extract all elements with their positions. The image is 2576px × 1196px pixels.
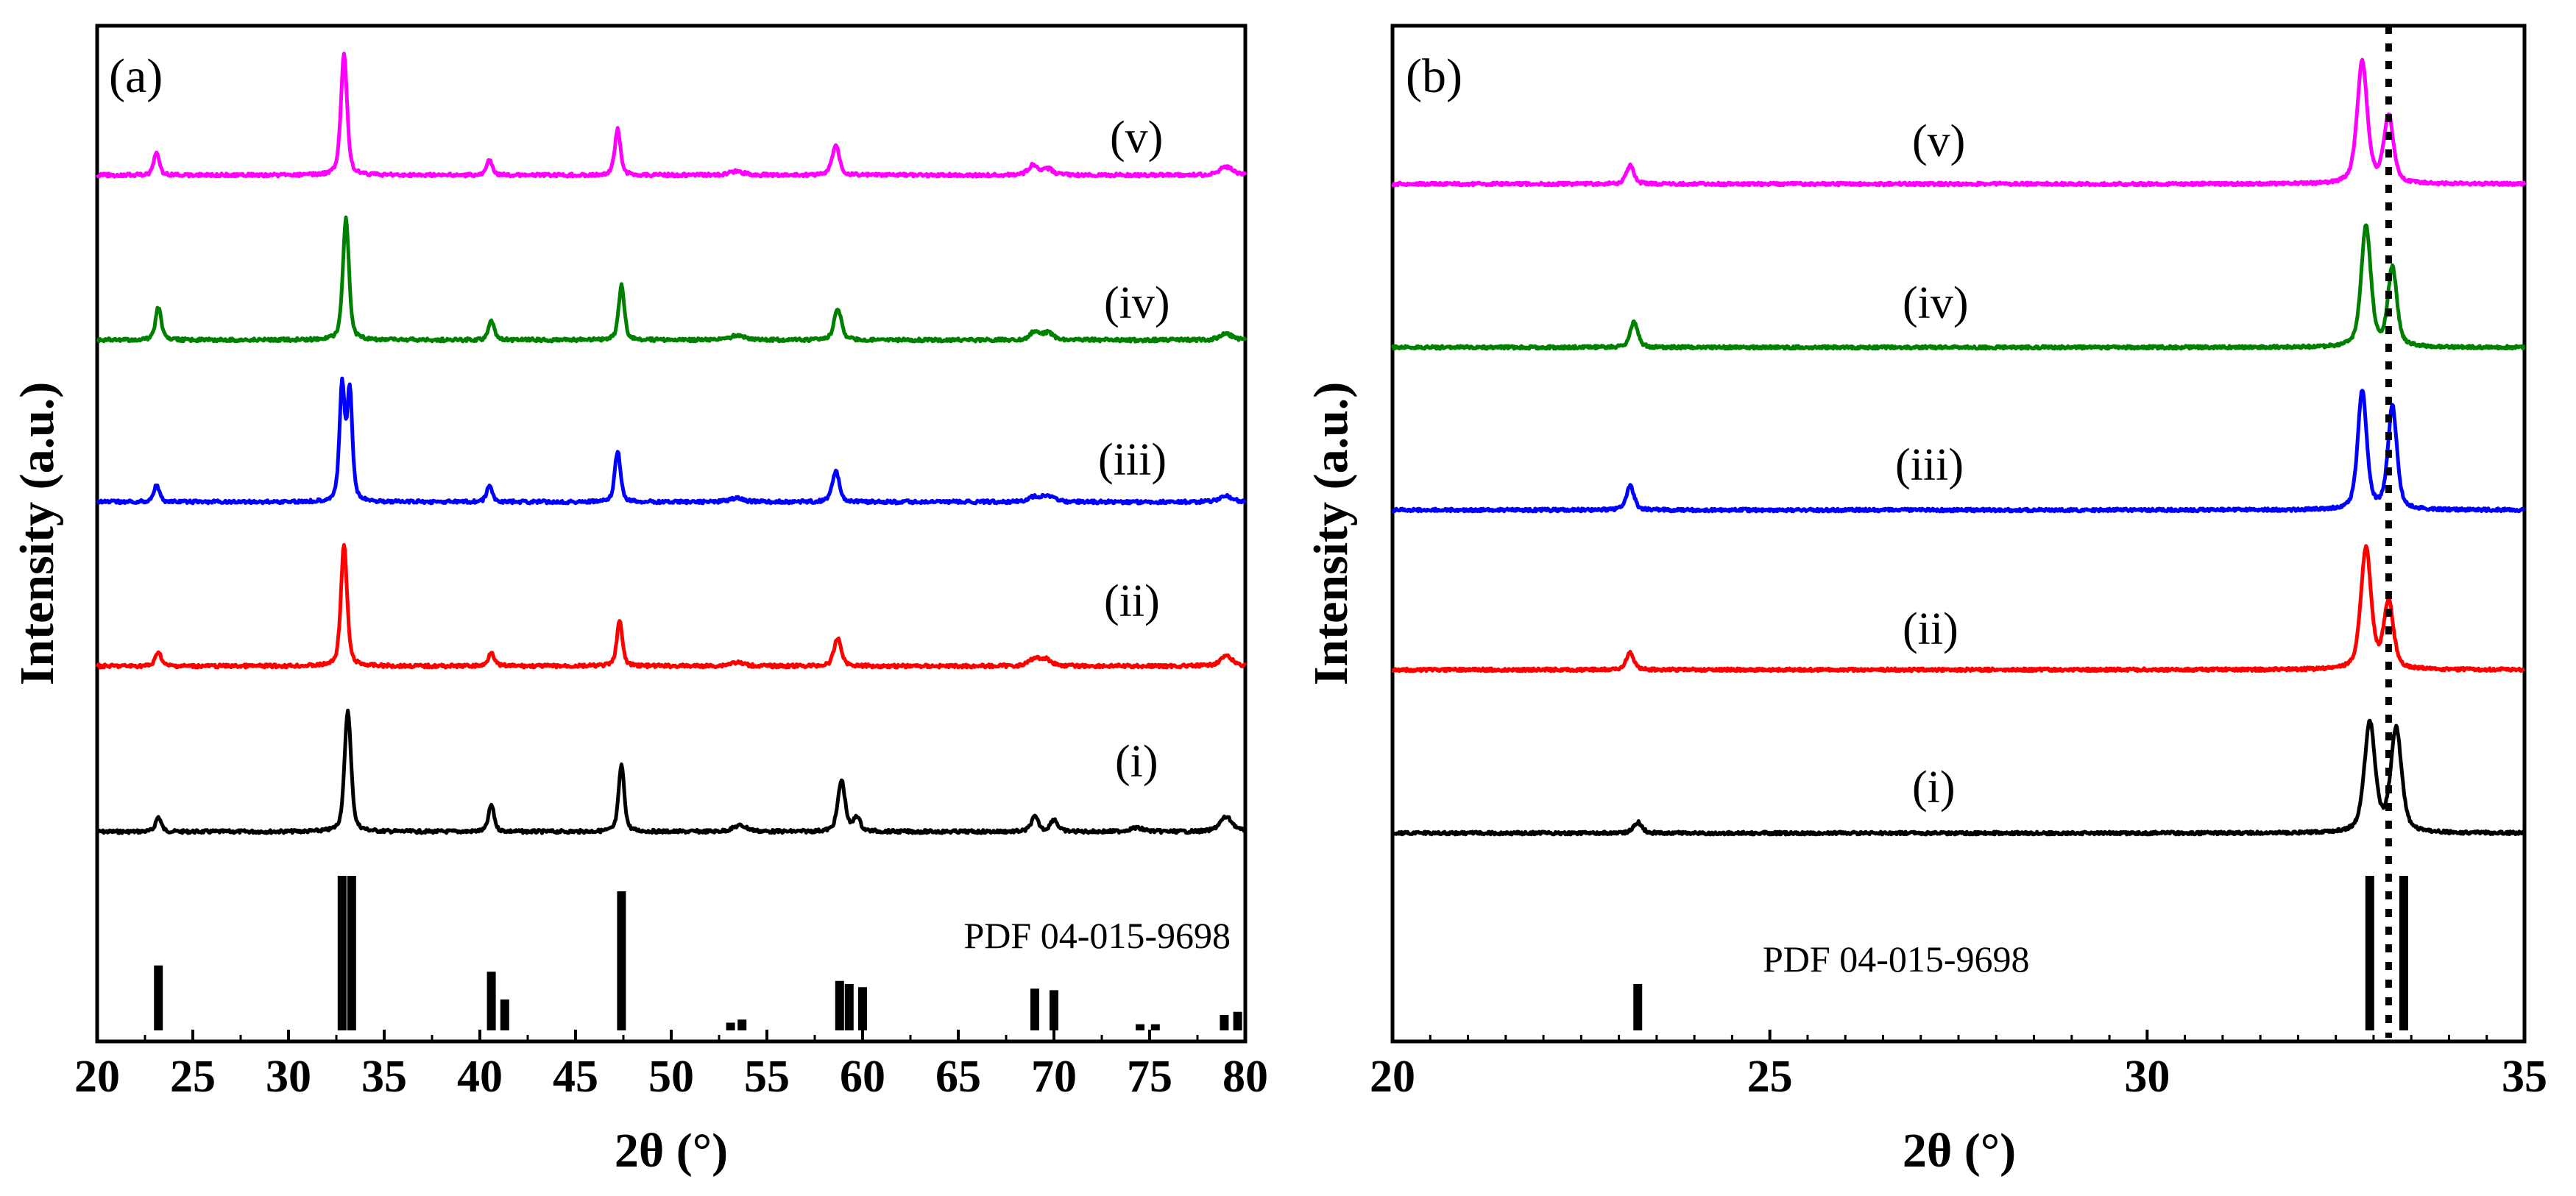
panel-a-tick-label: 80 (1222, 1052, 1268, 1102)
panel-b-xlabel: 2θ (°) (1903, 1124, 2016, 1178)
panel-a-series-line-2 (95, 542, 1248, 670)
panel-b-label: (b) (1406, 49, 1462, 103)
panel-a-tick-label: 55 (744, 1052, 790, 1102)
panel-a-tick-label: 45 (553, 1052, 598, 1102)
panel-b-reference-bars (1633, 876, 2408, 1030)
panel-b-tick-label: 30 (2124, 1052, 2170, 1102)
panel-a-series-label-i: (i) (1115, 737, 1158, 787)
panel-a-series-label-iii: (iii) (1098, 435, 1167, 485)
panel-a-series-line-4 (96, 215, 1248, 344)
panel-a-ylabel: Intensity (a.u.) (10, 382, 64, 686)
panel-b-series-line-3 (1391, 389, 2526, 514)
panel-b-reference-label: PDF 04-015-9698 (1763, 938, 2030, 980)
panel-a-frame (95, 24, 1248, 1044)
panel-a-series (95, 52, 1248, 835)
panel-a-series-line-1 (96, 708, 1247, 835)
panel-b-series-line-1 (1390, 718, 2527, 837)
panel-a-tick-label: 65 (935, 1052, 981, 1102)
panel-b-tick-label: 20 (1370, 1052, 1415, 1102)
panel-a-reference-label: PDF 04-015-9698 (963, 915, 1231, 956)
panel-b-series-label-v: (v) (1912, 116, 1965, 166)
panel-a-tick-label: 35 (361, 1052, 407, 1102)
panel-b-tick-label: 25 (1747, 1052, 1793, 1102)
panel-b-series-line-2 (1391, 544, 2526, 673)
panel-a-tick-label: 60 (840, 1052, 885, 1102)
panel-a-series-label-ii: (ii) (1104, 576, 1160, 626)
panel-b-series-label-iii: (iii) (1895, 440, 1964, 490)
panel-b-series-label-i: (i) (1912, 762, 1956, 813)
panel-a-series-label-iv: (iv) (1104, 278, 1170, 328)
panel-a-tick-label: 75 (1127, 1052, 1172, 1102)
panel-b-series-label-iv: (iv) (1903, 278, 1969, 328)
panel-a-tick-label: 50 (648, 1052, 694, 1102)
panel-b-series-line-4 (1390, 223, 2526, 351)
panel-a-label: (a) (109, 49, 163, 103)
panel-a-xlabel: 2θ (°) (615, 1124, 728, 1178)
panel-b-tick-label: 35 (2502, 1052, 2547, 1102)
panel-b-frame (1390, 24, 2527, 1044)
panel-a-ticks: 20 25 30 35 40 45 50 55 60 65 70 75 80 (74, 1030, 1268, 1102)
panel-b-series-line-5 (1391, 57, 2527, 188)
panel-a-series-line-3 (96, 376, 1248, 506)
panel-a-tick-label: 25 (170, 1052, 216, 1102)
panel-a-tick-label: 40 (457, 1052, 503, 1102)
panel-b-ylabel: Intensity (a.u.) (1304, 382, 1358, 686)
panel-a-series-line-5 (95, 52, 1248, 179)
panel-b: (b) Intensity (a.u.) 2θ (°) PDF 04-015-9… (1304, 24, 2547, 1178)
panel-b-series-labels: (i) (ii) (iii) (iv) (v) (1895, 116, 1969, 813)
panel-a-tick-label: 30 (266, 1052, 311, 1102)
panel-b-series-label-ii: (ii) (1903, 604, 1958, 654)
panel-a-series-label-v: (v) (1110, 113, 1163, 163)
panel-a-tick-label: 20 (74, 1052, 120, 1102)
panel-a-reference-bars (154, 876, 1242, 1030)
panel-b-ticks: 20 25 30 35 (1370, 1030, 2547, 1102)
panel-a-series-labels: (i) (ii) (iii) (iv) (v) (1098, 113, 1170, 787)
panel-b-series (1390, 57, 2527, 837)
panel-a-tick-label: 70 (1031, 1052, 1077, 1102)
panel-a: (a) Intensity (a.u.) 2θ (°) PDF 04-015-9… (10, 24, 1268, 1178)
